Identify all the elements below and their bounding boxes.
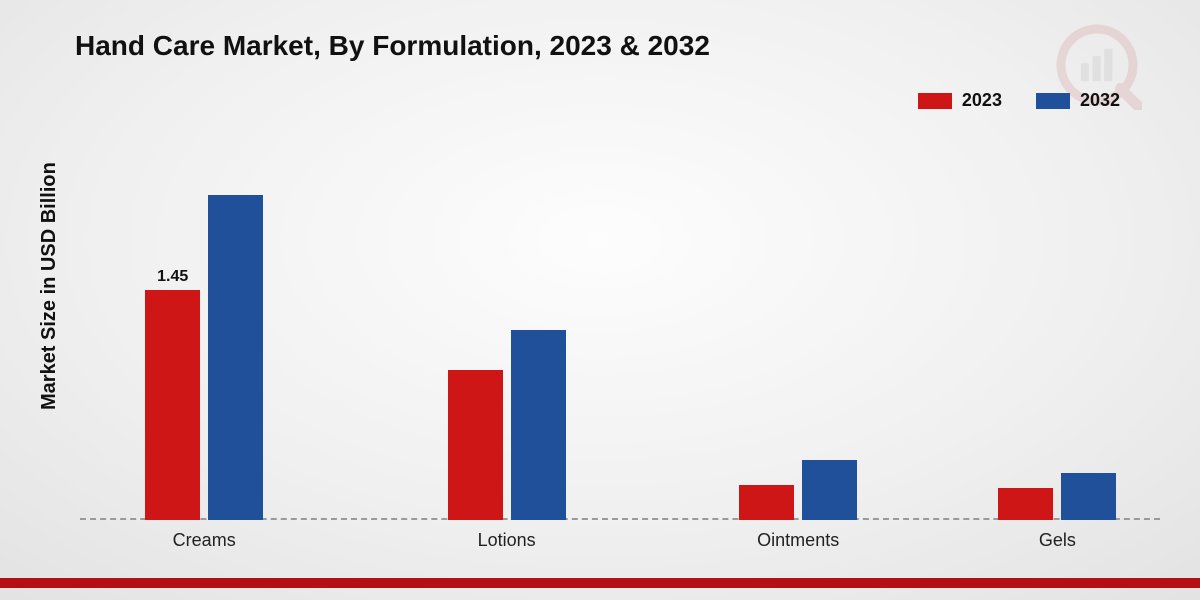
bar — [739, 485, 794, 520]
bar — [208, 195, 263, 520]
category-label: Lotions — [478, 530, 536, 551]
legend-swatch — [1036, 93, 1070, 109]
plot-area: CreamsLotionsOintmentsGels1.45 — [80, 140, 1160, 520]
bar — [448, 370, 503, 520]
legend-item: 2032 — [1036, 90, 1120, 111]
category-label: Gels — [1039, 530, 1076, 551]
bar — [998, 488, 1053, 520]
legend-label: 2023 — [962, 90, 1002, 111]
chart-title: Hand Care Market, By Formulation, 2023 &… — [75, 30, 710, 62]
bar — [145, 290, 200, 520]
bar-value-label: 1.45 — [157, 268, 188, 286]
legend-label: 2032 — [1080, 90, 1120, 111]
legend-item: 2023 — [918, 90, 1002, 111]
category-label: Ointments — [757, 530, 839, 551]
chart-canvas: Hand Care Market, By Formulation, 2023 &… — [0, 0, 1200, 600]
bar — [1061, 473, 1116, 521]
legend: 2023 2032 — [918, 90, 1120, 111]
footer-band — [0, 578, 1200, 588]
bar — [802, 460, 857, 520]
y-axis-label: Market Size in USD Billion — [38, 162, 61, 410]
category-label: Creams — [173, 530, 236, 551]
bar — [511, 330, 566, 520]
legend-swatch — [918, 93, 952, 109]
